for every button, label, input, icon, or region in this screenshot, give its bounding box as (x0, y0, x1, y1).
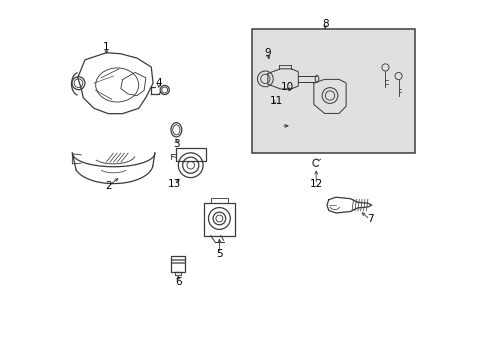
Text: 7: 7 (366, 215, 372, 224)
Text: 9: 9 (264, 48, 270, 58)
Text: 10: 10 (281, 82, 293, 93)
Bar (251, 30, 414, 153)
Text: 1: 1 (103, 42, 109, 52)
Text: 2: 2 (105, 181, 111, 191)
Text: 12: 12 (309, 179, 322, 189)
Text: 5: 5 (216, 248, 222, 258)
Text: 4: 4 (155, 78, 162, 88)
Text: 8: 8 (321, 19, 328, 29)
Text: 6: 6 (175, 277, 181, 287)
Bar (210, 198, 227, 203)
Text: 13: 13 (167, 179, 181, 189)
Text: 11: 11 (269, 96, 282, 106)
Text: 3: 3 (173, 139, 179, 149)
Bar (171, 256, 184, 273)
Bar (176, 148, 205, 161)
Bar (203, 203, 235, 235)
